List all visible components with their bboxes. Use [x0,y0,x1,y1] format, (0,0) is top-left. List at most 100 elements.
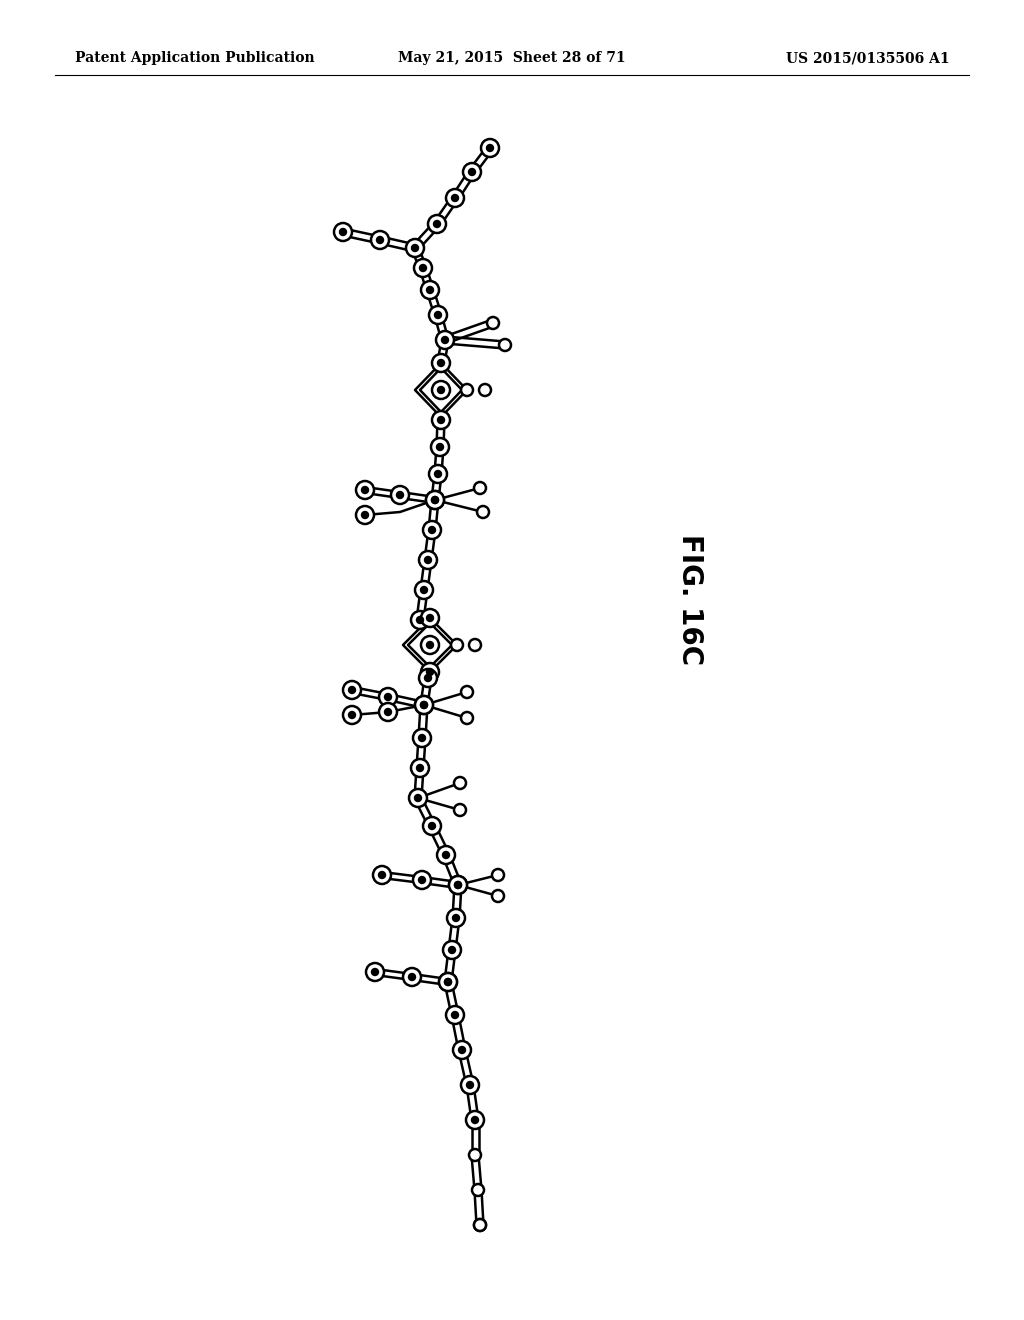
Circle shape [449,876,467,894]
Circle shape [372,969,379,975]
Circle shape [427,668,433,676]
Circle shape [454,777,466,789]
Circle shape [379,688,397,706]
Circle shape [431,438,449,455]
Circle shape [446,1006,464,1024]
Text: May 21, 2015  Sheet 28 of 71: May 21, 2015 Sheet 28 of 71 [398,51,626,65]
Circle shape [444,978,452,986]
Circle shape [449,876,467,894]
Circle shape [492,890,504,902]
Circle shape [431,496,438,503]
Circle shape [439,973,457,991]
Circle shape [442,851,450,858]
Circle shape [432,381,450,399]
Circle shape [411,759,429,777]
Circle shape [413,871,431,888]
Circle shape [415,795,422,801]
Circle shape [451,639,463,651]
Circle shape [373,866,391,884]
Circle shape [421,586,427,594]
Circle shape [466,1111,484,1129]
Circle shape [419,876,426,883]
Circle shape [361,511,369,519]
Text: FIG. 16C: FIG. 16C [676,535,705,665]
Circle shape [436,331,454,348]
Text: US 2015/0135506 A1: US 2015/0135506 A1 [786,51,950,65]
Circle shape [379,871,385,879]
Text: Patent Application Publication: Patent Application Publication [75,51,314,65]
Circle shape [377,236,384,243]
Circle shape [425,675,431,681]
Circle shape [415,696,433,714]
Circle shape [427,286,433,293]
Circle shape [419,734,426,742]
Circle shape [421,663,439,681]
Circle shape [417,616,424,623]
Circle shape [356,480,374,499]
Circle shape [487,317,499,329]
Circle shape [384,709,391,715]
Circle shape [439,973,457,991]
Circle shape [434,312,441,318]
Circle shape [474,482,486,494]
Circle shape [479,384,490,396]
Circle shape [427,615,433,622]
Circle shape [455,882,462,888]
Circle shape [403,968,421,986]
Circle shape [426,491,444,510]
Circle shape [343,681,361,700]
Circle shape [432,411,450,429]
Circle shape [469,169,475,176]
Circle shape [379,704,397,721]
Circle shape [492,869,504,880]
Circle shape [411,611,429,630]
Circle shape [421,701,427,709]
Circle shape [453,1041,471,1059]
Circle shape [463,162,481,181]
Circle shape [461,711,473,723]
Circle shape [437,846,455,865]
Circle shape [444,978,452,986]
Circle shape [441,337,449,343]
Circle shape [396,491,403,499]
Circle shape [384,693,391,701]
Circle shape [454,804,466,816]
Circle shape [486,144,494,152]
Circle shape [425,557,431,564]
Circle shape [391,486,409,504]
Circle shape [421,636,439,653]
Circle shape [421,281,439,300]
Circle shape [340,228,346,235]
Circle shape [461,384,473,396]
Circle shape [414,259,432,277]
Circle shape [356,506,374,524]
Circle shape [461,686,473,698]
Circle shape [455,882,462,888]
Circle shape [428,215,446,234]
Circle shape [431,496,438,503]
Circle shape [417,764,424,771]
Circle shape [449,946,456,953]
Circle shape [433,220,440,227]
Circle shape [409,789,427,807]
Circle shape [499,339,511,351]
Circle shape [474,1218,486,1232]
Circle shape [429,306,447,323]
Circle shape [453,915,460,921]
Circle shape [446,189,464,207]
Circle shape [427,642,433,648]
Circle shape [437,359,444,367]
Circle shape [415,581,433,599]
Circle shape [469,1148,481,1162]
Circle shape [477,506,489,517]
Circle shape [459,1047,466,1053]
Circle shape [481,139,499,157]
Circle shape [412,244,419,252]
Circle shape [428,822,435,829]
Circle shape [334,223,352,242]
Circle shape [467,1081,473,1089]
Circle shape [415,696,433,714]
Circle shape [409,974,416,981]
Circle shape [406,239,424,257]
Circle shape [348,711,355,718]
